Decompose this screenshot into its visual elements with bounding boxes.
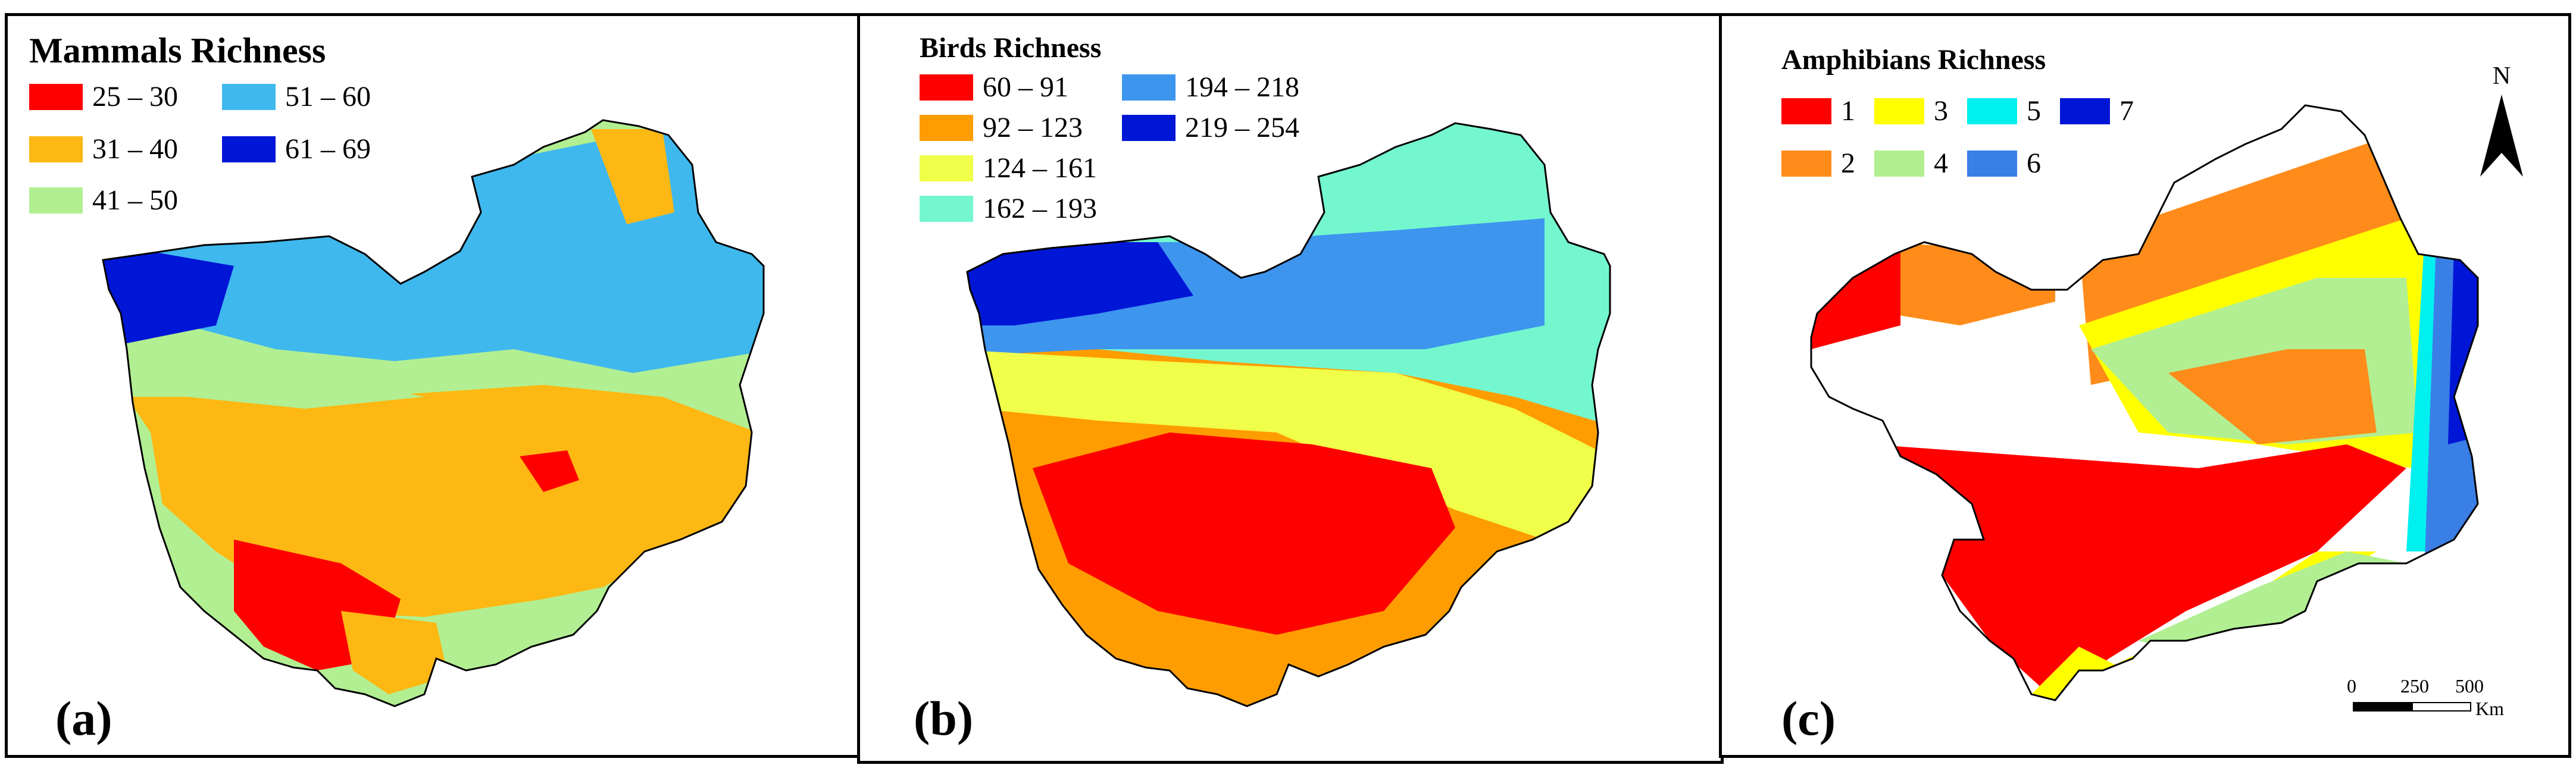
map-panel-amphibians: Amphibians Richness 1 3 5 7 2 4 6 N 0 25…	[1719, 13, 2571, 758]
panel-letter: (c)	[1781, 691, 1836, 745]
scale-unit: Km	[2475, 698, 2504, 719]
legend-label: 124 – 161	[983, 152, 1097, 184]
legend-item: 4	[1874, 149, 1948, 178]
legend-label: 41 – 50	[92, 184, 178, 216]
legend-swatch	[29, 84, 83, 110]
legend-label: 60 – 91	[983, 71, 1068, 103]
legend-swatch	[1781, 98, 1831, 124]
legend-item: 1	[1781, 97, 1855, 126]
legend-label: 162 – 193	[983, 193, 1097, 224]
legend-label: 7	[2119, 95, 2134, 127]
legend-label: 92 – 123	[983, 112, 1083, 143]
legend-label: 25 – 30	[92, 81, 178, 112]
map-panel-mammals: Mammals Richness 25 – 30 51 – 60 31 – 40…	[5, 13, 862, 758]
legend-item: 6	[1967, 149, 2041, 178]
north-arrow-icon: N	[2480, 62, 2523, 177]
legend-item: 31 – 40	[29, 135, 178, 164]
panel-letter: (a)	[55, 691, 112, 745]
legend-label: 61 – 69	[285, 133, 371, 165]
legend-item: 162 – 193	[920, 195, 1097, 223]
legend-label: 51 – 60	[285, 81, 371, 112]
legend-swatch	[2060, 98, 2110, 124]
map-panel-birds: Birds Richness 60 – 91 194 – 218 92 – 12…	[857, 13, 1724, 764]
legend-label: 31 – 40	[92, 133, 178, 165]
legend-swatch	[920, 155, 973, 181]
legend-item: 60 – 91	[920, 73, 1068, 102]
scale-tick-label: 250	[2400, 675, 2429, 697]
legend-swatch	[920, 74, 973, 101]
legend-label: 6	[2027, 148, 2041, 179]
legend-label: 3	[1934, 95, 1948, 127]
scale-tick-label: 500	[2455, 675, 2484, 697]
legend-swatch	[1122, 115, 1176, 141]
legend-swatch	[1874, 151, 1924, 177]
legend-label: 2	[1841, 148, 1855, 179]
legend-swatch	[1874, 98, 1924, 124]
legend-label: 4	[1934, 148, 1948, 179]
legend-item: 5	[1967, 97, 2041, 126]
legend-label: 5	[2027, 95, 2041, 127]
legend-item: 51 – 60	[222, 83, 371, 111]
legend-swatch	[29, 136, 83, 162]
scale-bar-graphic	[2353, 702, 2471, 712]
amphibians-richness-map	[1810, 104, 2479, 701]
legend-swatch	[222, 84, 276, 110]
legend-item: 3	[1874, 97, 1948, 126]
panel-title: Birds Richness	[920, 32, 1102, 64]
mammals-richness-map	[102, 119, 765, 707]
legend-swatch	[1122, 74, 1176, 101]
legend-item: 61 – 69	[222, 135, 371, 164]
legend-swatch	[29, 187, 83, 214]
north-label: N	[2493, 62, 2511, 90]
legend-item: 92 – 123	[920, 114, 1083, 142]
birds-richness-map	[966, 122, 1611, 707]
legend-item: 25 – 30	[29, 83, 178, 111]
scale-bar: 0 250 500 Km	[2347, 676, 2514, 724]
legend-swatch	[1967, 151, 2017, 177]
panel-letter: (b)	[914, 691, 974, 745]
legend-item: 194 – 218	[1122, 73, 1299, 102]
legend-label: 219 – 254	[1185, 112, 1299, 143]
legend-item: 41 – 50	[29, 186, 178, 215]
legend-swatch	[920, 115, 973, 141]
legend-item: 2	[1781, 149, 1855, 178]
legend-item: 219 – 254	[1122, 114, 1299, 142]
scale-tick-label: 0	[2347, 675, 2356, 697]
legend-swatch	[920, 196, 973, 222]
legend-item: 124 – 161	[920, 154, 1097, 183]
legend-label: 194 – 218	[1185, 71, 1299, 103]
panel-title: Amphibians Richness	[1781, 44, 2046, 76]
legend-swatch	[1781, 151, 1831, 177]
legend-swatch	[1967, 98, 2017, 124]
legend-label: 1	[1841, 95, 1855, 127]
legend-item: 7	[2060, 97, 2134, 126]
panel-title: Mammals Richness	[29, 31, 326, 70]
legend-swatch	[222, 136, 276, 162]
